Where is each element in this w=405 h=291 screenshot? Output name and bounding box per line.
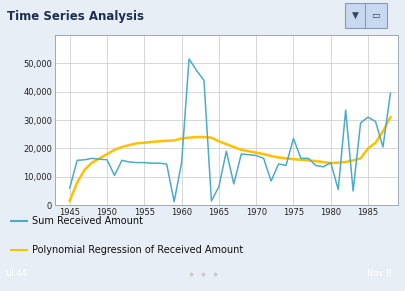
FancyBboxPatch shape bbox=[364, 3, 386, 28]
Text: Polynomial Regression of Received Amount: Polynomial Regression of Received Amount bbox=[32, 245, 243, 255]
FancyBboxPatch shape bbox=[344, 3, 365, 28]
Text: ▼: ▼ bbox=[351, 10, 358, 19]
Text: Nov 8: Nov 8 bbox=[367, 269, 391, 278]
Text: ul 44: ul 44 bbox=[6, 269, 27, 278]
Text: ▭: ▭ bbox=[371, 10, 379, 19]
Text: Time Series Analysis: Time Series Analysis bbox=[7, 10, 144, 23]
Text: Sum Received Amount: Sum Received Amount bbox=[32, 216, 143, 226]
